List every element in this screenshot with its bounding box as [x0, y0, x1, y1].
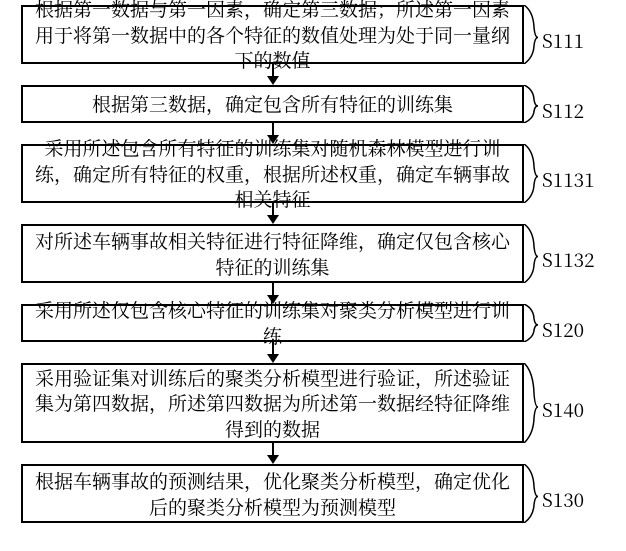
bracket-s1131 — [524, 144, 540, 203]
arrow-s140-down — [265, 443, 281, 464]
step-box-s1132: 对所述车辆事故相关特征进行特征降维，确定仅包含核心特征的训练集 — [21, 224, 524, 283]
step-box-s1131: 采用所述包含所有特征的训练集对随机森林模型进行训练，确定所有特征的权重，根据所述… — [21, 144, 524, 203]
step-label-s120: S120 — [542, 316, 584, 343]
bracket-s120 — [524, 304, 540, 342]
step-label-s140: S140 — [542, 396, 584, 423]
step-text: 采用验证集对训练后的聚类分析模型进行验证，所述验证集为第四数据，所述第四数据为所… — [33, 365, 512, 442]
step-text: 采用所述仅包含核心特征的训练集对聚类分析模型进行训练 — [33, 297, 512, 348]
step-label-s111: S111 — [542, 27, 584, 54]
step-label-s1131: S1131 — [542, 166, 595, 193]
bracket-s112 — [524, 85, 540, 123]
step-text: 根据第三数据，确定包含所有特征的训练集 — [92, 91, 453, 117]
step-label-s1132: S1132 — [542, 246, 595, 273]
step-label-s112: S112 — [542, 97, 584, 124]
flowchart-canvas: 根据第一数据与第一因素，确定第三数据；所述第一因素用于将第一数据中的各个特征的数… — [0, 0, 626, 551]
step-box-s120: 采用所述仅包含核心特征的训练集对聚类分析模型进行训练 — [21, 304, 524, 342]
step-box-s111: 根据第一数据与第一因素，确定第三数据；所述第一因素用于将第一数据中的各个特征的数… — [21, 5, 524, 64]
step-box-s112: 根据第三数据，确定包含所有特征的训练集 — [21, 85, 524, 123]
bracket-s111 — [524, 5, 540, 64]
step-box-s130: 根据车辆事故的预测结果，优化聚类分析模型，确定优化后的聚类分析模型为预测模型 — [21, 464, 524, 523]
bracket-s130 — [524, 464, 540, 523]
bracket-s1132 — [524, 224, 540, 283]
step-text: 采用所述包含所有特征的训练集对随机森林模型进行训练，确定所有特征的权重，根据所述… — [33, 135, 512, 212]
step-label-s130: S130 — [542, 486, 584, 513]
step-text: 对所述车辆事故相关特征进行特征降维，确定仅包含核心特征的训练集 — [33, 228, 512, 279]
step-text: 根据第一数据与第一因素，确定第三数据；所述第一因素用于将第一数据中的各个特征的数… — [33, 0, 512, 73]
bracket-s140 — [524, 363, 540, 443]
step-text: 根据车辆事故的预测结果，优化聚类分析模型，确定优化后的聚类分析模型为预测模型 — [33, 468, 512, 519]
step-box-s140: 采用验证集对训练后的聚类分析模型进行验证，所述验证集为第四数据，所述第四数据为所… — [21, 363, 524, 443]
